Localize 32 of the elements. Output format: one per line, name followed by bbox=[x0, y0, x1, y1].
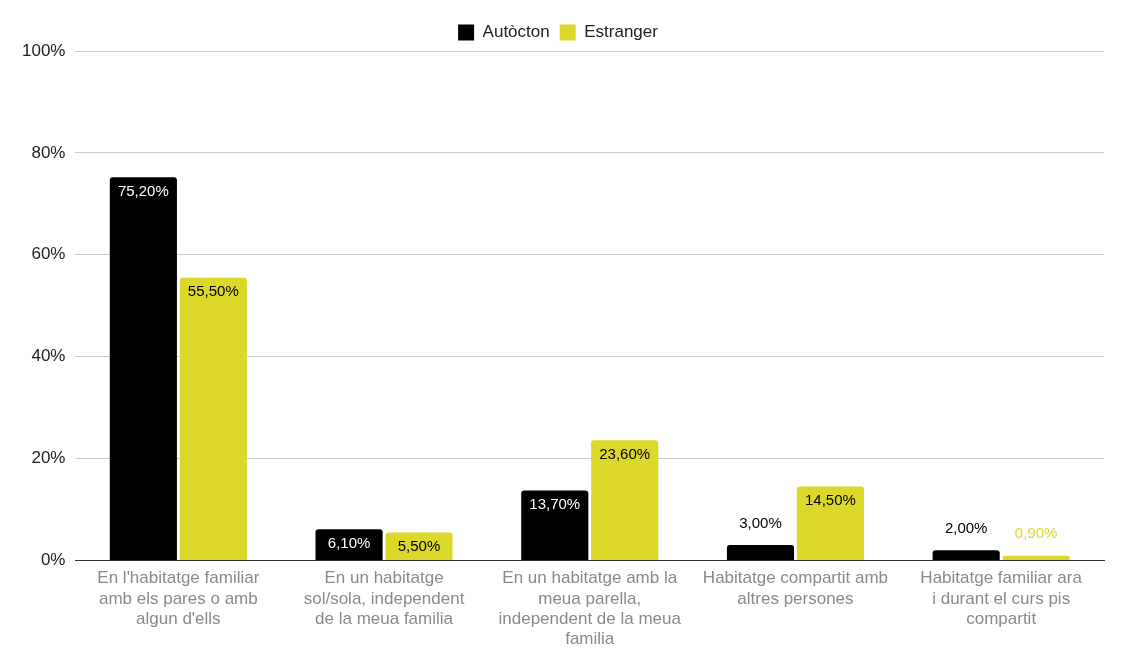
y-tick-label: 0% bbox=[40, 550, 66, 570]
bar bbox=[109, 177, 177, 560]
legend-label: Autòcton bbox=[482, 22, 550, 42]
y-tick-label: 80% bbox=[31, 142, 66, 162]
data-label: 55,50% bbox=[187, 282, 239, 300]
data-label: 14,50% bbox=[804, 491, 856, 509]
x-tick-label: Habitatge compartit amb altres persones bbox=[702, 568, 889, 608]
y-tick-label: 40% bbox=[31, 346, 66, 366]
data-label: 6,10% bbox=[327, 533, 371, 551]
x-tick-label: Habitatge familiar ara i durant el curs pis compartit bbox=[920, 568, 1083, 629]
bar bbox=[796, 486, 864, 560]
legend-label: Estranger bbox=[584, 22, 659, 42]
x-tick-label: En un habitatge sol/sola, independent de la meua familia bbox=[303, 568, 465, 629]
x-tick-label: En l'habitatge familiar amb els pares o amb algun d'ells bbox=[97, 568, 260, 629]
bar bbox=[315, 529, 383, 560]
y-tick-label: 100% bbox=[22, 40, 66, 60]
data-label: 75,20% bbox=[117, 181, 169, 199]
x-tick-label: En un habitatge amb la meua parella, independent de la meua familia bbox=[498, 568, 682, 649]
data-label: 13,70% bbox=[529, 495, 581, 513]
bar bbox=[726, 545, 795, 560]
bar bbox=[591, 440, 659, 560]
bar bbox=[1002, 555, 1070, 560]
data-label: 2,00% bbox=[944, 518, 988, 536]
y-tick-label: 60% bbox=[31, 244, 66, 264]
data-label: 23,60% bbox=[599, 444, 651, 462]
bar bbox=[521, 490, 589, 560]
data-label: 5,50% bbox=[397, 537, 441, 555]
y-tick-label: 20% bbox=[31, 448, 66, 468]
bar bbox=[932, 550, 1000, 560]
data-label: 3,00% bbox=[739, 513, 782, 531]
bar bbox=[179, 277, 247, 560]
data-label: 0,90% bbox=[1014, 524, 1058, 542]
